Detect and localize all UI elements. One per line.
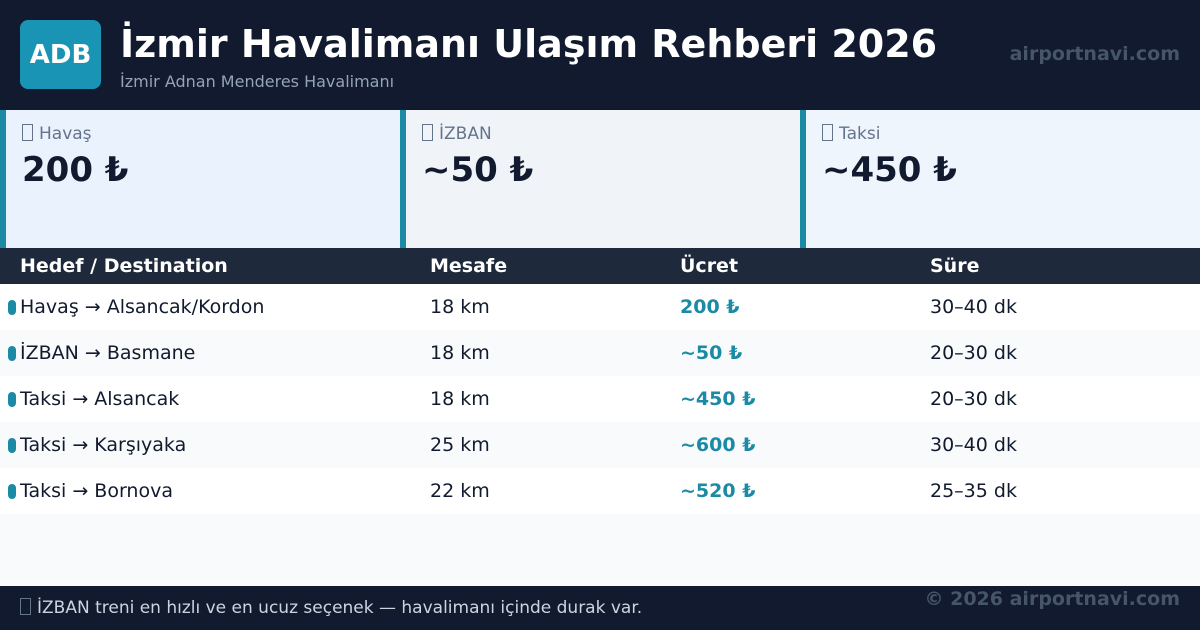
subtitle: İzmir Adnan Menderes Havalimanı — [120, 72, 395, 91]
card-label: İZBAN — [422, 124, 492, 144]
icon — [822, 124, 833, 141]
card-value: ~50 ₺ — [422, 150, 534, 190]
note-text: İZBAN treni en hızlı ve en ucuz seçenek … — [37, 598, 643, 618]
column-header: Mesafe — [430, 255, 508, 277]
table-cell: İZBAN → Basmane — [20, 342, 196, 364]
summary-card: Havaş 200 ₺ — [0, 110, 400, 248]
table-cell: 18 km — [430, 388, 490, 410]
table-cell: 30–40 dk — [930, 434, 1017, 456]
table-cell: ~450 ₺ — [680, 388, 756, 410]
copyright: © 2026 airportnavi.com — [924, 588, 1181, 610]
icon — [22, 124, 33, 141]
table-cell: 22 km — [430, 480, 490, 502]
table-cell: Taksi → Alsancak — [20, 388, 180, 410]
table-cell: 20–30 dk — [930, 342, 1017, 364]
table-cell: 25 km — [430, 434, 490, 456]
table-row: İZBAN → Basmane 18 km ~50 ₺ 20–30 dk — [0, 330, 1200, 376]
card-value: 200 ₺ — [22, 150, 129, 190]
row-marker — [8, 300, 16, 315]
table-cell: ~600 ₺ — [680, 434, 756, 456]
table-cell: 200 ₺ — [680, 296, 740, 318]
icon — [20, 598, 31, 615]
table-cell: ~50 ₺ — [680, 342, 743, 364]
card-label: Taksi — [822, 124, 880, 144]
summary-card: İZBAN ~50 ₺ — [400, 110, 800, 248]
row-marker — [8, 392, 16, 407]
column-header: Hedef / Destination — [20, 255, 228, 277]
table-cell: 20–30 dk — [930, 388, 1017, 410]
row-marker — [8, 484, 16, 499]
table-row: Taksi → Alsancak 18 km ~450 ₺ 20–30 dk — [0, 376, 1200, 422]
label-text: Taksi — [839, 124, 881, 144]
table-row: Havaş → Alsancak/Kordon 18 km 200 ₺ 30–40 d… — [0, 284, 1200, 330]
label-text: Havaş — [39, 124, 92, 144]
row-marker — [8, 438, 16, 453]
logo: ADB — [20, 20, 101, 89]
row-marker — [8, 346, 16, 361]
table-row: Taksi → Karşıyaka 25 km ~600 ₺ 30–40 dk — [0, 422, 1200, 468]
table-header: Hedef / Destination Mesafe Ücret Süre — [0, 248, 1200, 284]
table-cell: Havaş → Alsancak/Kordon — [20, 296, 265, 318]
label-text: İZBAN — [439, 124, 492, 144]
icon — [422, 124, 433, 141]
card-label: Havaş — [22, 124, 92, 144]
header: ADB İzmir Havalimanı Ulaşım Rehberi 2026… — [0, 0, 1200, 110]
table-cell: ~520 ₺ — [680, 480, 756, 502]
column-header: Süre — [930, 255, 980, 277]
footer: İZBAN treni en hızlı ve en ucuz seçenek … — [0, 586, 1200, 630]
site: airportnavi.com — [1009, 43, 1180, 65]
table-cell: 25–35 dk — [930, 480, 1017, 502]
table-cell: 18 km — [430, 296, 490, 318]
card-value: ~450 ₺ — [822, 150, 957, 190]
table-cell: 30–40 dk — [930, 296, 1017, 318]
table-cell: Taksi → Karşıyaka — [20, 434, 187, 456]
summary-card: Taksi ~450 ₺ — [800, 110, 1200, 248]
table-row: Taksi → Bornova 22 km ~520 ₺ 25–35 dk — [0, 468, 1200, 514]
title: İzmir Havalimanı Ulaşım Rehberi 2026 — [120, 22, 938, 66]
column-header: Ücret — [680, 255, 739, 277]
table-cell: 18 km — [430, 342, 490, 364]
table-cell: Taksi → Bornova — [20, 480, 173, 502]
footer-note: İZBAN treni en hızlı ve en ucuz seçenek … — [20, 598, 642, 618]
